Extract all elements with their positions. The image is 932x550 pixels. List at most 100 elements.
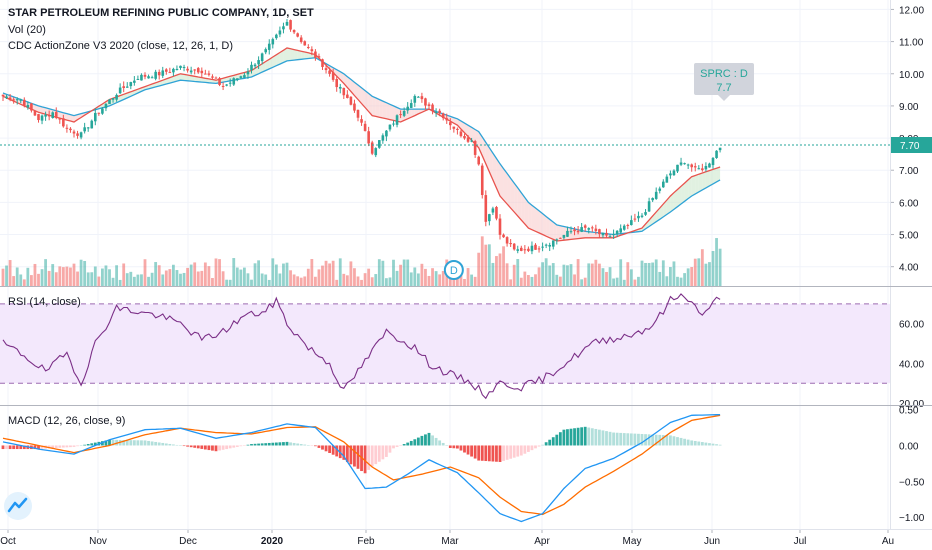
volume-bar bbox=[601, 268, 605, 286]
candle-body bbox=[644, 212, 647, 215]
candle-body bbox=[395, 115, 399, 125]
macd-histogram-bar bbox=[647, 434, 651, 446]
candle-body bbox=[594, 228, 598, 231]
volume-bar bbox=[363, 273, 367, 286]
volume-bar bbox=[434, 271, 438, 286]
volume-bar bbox=[221, 271, 225, 286]
volume-bar bbox=[345, 275, 349, 286]
candle-body bbox=[225, 84, 228, 86]
macd-histogram-bar bbox=[466, 445, 470, 455]
candle-body bbox=[672, 170, 676, 176]
candle-body bbox=[363, 123, 367, 131]
zone-fill-segment bbox=[411, 109, 415, 118]
volume-bar bbox=[40, 269, 44, 286]
macd-histogram-bar bbox=[441, 442, 445, 446]
macd-histogram-bar bbox=[168, 443, 172, 446]
macd-signal-line bbox=[2, 414, 721, 516]
volume-bar bbox=[5, 265, 8, 286]
candle-body bbox=[477, 156, 480, 165]
macd-histogram-bar bbox=[711, 443, 715, 446]
candle-body bbox=[630, 220, 633, 226]
candle-body bbox=[86, 127, 90, 129]
macd-histogram-bar bbox=[140, 440, 143, 446]
zone-fill-segment bbox=[500, 163, 504, 200]
macd-histogram-bar bbox=[58, 445, 62, 448]
volume-bar bbox=[629, 269, 633, 286]
zone-fill-segment bbox=[361, 87, 366, 108]
zone-fill-segment bbox=[677, 186, 682, 207]
macd-histogram-bar bbox=[260, 443, 264, 446]
zone-fill-segment bbox=[382, 101, 387, 119]
candle-body bbox=[161, 70, 165, 76]
candle-body bbox=[8, 97, 12, 100]
macd-histogram-bar bbox=[431, 435, 434, 446]
volume-bar bbox=[406, 259, 410, 286]
candle-body bbox=[690, 164, 693, 168]
signal-marker-d[interactable]: D bbox=[443, 260, 464, 280]
volume-bar bbox=[633, 279, 637, 286]
candle-body bbox=[434, 112, 438, 114]
macd-histogram-bar bbox=[470, 445, 473, 457]
macd-histogram-bar bbox=[583, 426, 587, 446]
macd-histogram-bar bbox=[147, 440, 150, 446]
zone-fill-segment bbox=[279, 50, 284, 65]
macd-histogram-bar bbox=[409, 440, 413, 446]
zone-fill-segment bbox=[716, 167, 721, 182]
candle-body bbox=[58, 118, 62, 120]
candle-body bbox=[413, 96, 417, 103]
volume-bar bbox=[218, 259, 221, 286]
candle-body bbox=[5, 96, 8, 99]
time-tick-label: May bbox=[623, 536, 642, 547]
candle-body bbox=[711, 158, 715, 166]
zone-fill-segment bbox=[294, 49, 298, 61]
volume-bar bbox=[26, 267, 30, 286]
macd-histogram-bar bbox=[228, 445, 232, 449]
symbol-callout[interactable]: SPRC : D 7.7 bbox=[694, 63, 754, 101]
macd-histogram-bar bbox=[715, 444, 718, 446]
macd-histogram-bar bbox=[406, 442, 410, 446]
candle-body bbox=[157, 71, 161, 76]
zone-fill-segment bbox=[194, 76, 199, 82]
zone-fill-segment bbox=[358, 85, 362, 104]
candle-body bbox=[399, 114, 402, 116]
candle-body bbox=[459, 131, 463, 137]
volume-bar bbox=[598, 263, 601, 286]
candle-body bbox=[289, 20, 292, 30]
macd-histogram-bar bbox=[108, 439, 111, 446]
candle-body bbox=[182, 66, 186, 68]
candle-body bbox=[101, 108, 104, 114]
volume-bar bbox=[189, 264, 193, 286]
zone-fill-segment bbox=[588, 231, 593, 238]
macd-histogram-bar bbox=[235, 445, 239, 447]
callout-value: 7.7 bbox=[716, 82, 731, 94]
candle-body bbox=[317, 56, 321, 58]
volume-bar bbox=[108, 269, 111, 286]
macd-histogram-bar bbox=[509, 445, 513, 459]
candle-body bbox=[179, 65, 182, 68]
macd-histogram-bar bbox=[448, 445, 452, 448]
macd-histogram-bar bbox=[381, 445, 385, 460]
candle-layer[interactable] bbox=[1, 19, 722, 255]
volume-bar bbox=[154, 262, 158, 286]
candle-body bbox=[168, 71, 172, 73]
volume-bar bbox=[317, 269, 321, 286]
volume-bar bbox=[335, 279, 339, 286]
zone-fill-segment bbox=[663, 199, 667, 217]
price-tick-label: 12.00 bbox=[899, 5, 924, 16]
macd-histogram-bar bbox=[250, 444, 253, 446]
volume-bar bbox=[683, 273, 686, 286]
candle-body bbox=[417, 96, 420, 98]
candle-body bbox=[328, 70, 331, 74]
volume-bar bbox=[86, 272, 90, 286]
candle-body bbox=[108, 99, 111, 105]
candle-body bbox=[196, 68, 200, 73]
candle-body bbox=[314, 51, 317, 58]
tradingview-logo[interactable] bbox=[4, 492, 32, 520]
volume-bar bbox=[72, 263, 76, 286]
volume-bar bbox=[370, 277, 374, 286]
price-tick-label: 6.00 bbox=[899, 198, 919, 209]
macd-histogram-bar bbox=[693, 440, 697, 446]
candle-body bbox=[409, 103, 413, 108]
rsi-band bbox=[0, 303, 890, 384]
volume-bar bbox=[541, 262, 544, 286]
